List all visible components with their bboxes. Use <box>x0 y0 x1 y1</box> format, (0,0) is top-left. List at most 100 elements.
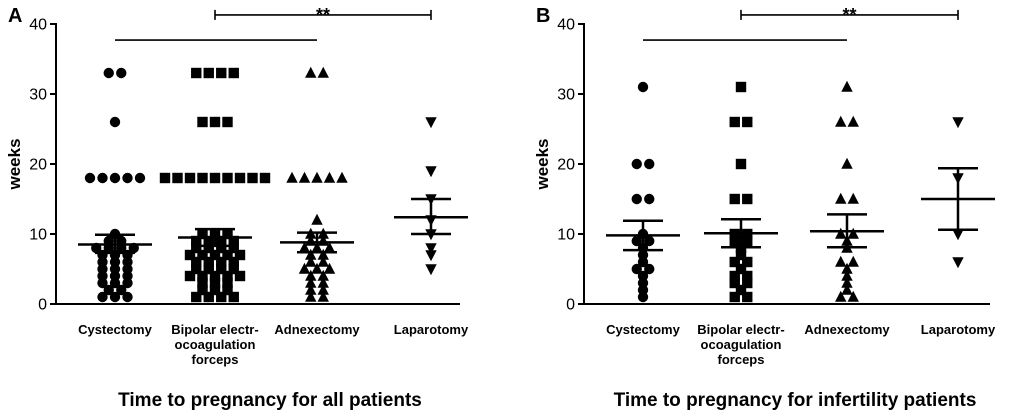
data-point <box>197 284 208 296</box>
data-point <box>631 263 642 275</box>
data-point <box>84 172 96 184</box>
x-category-label: forceps <box>192 352 239 367</box>
data-point <box>317 269 329 281</box>
data-point <box>841 283 853 295</box>
significance-label: ** <box>842 5 856 25</box>
data-point <box>209 172 221 184</box>
data-point <box>298 262 311 274</box>
data-point <box>298 171 311 183</box>
data-point <box>742 193 753 205</box>
data-point <box>159 172 171 184</box>
y-tick-label: 20 <box>29 157 47 174</box>
data-point <box>735 158 747 170</box>
data-point <box>425 250 437 262</box>
data-point <box>742 116 753 128</box>
x-category-label: Bipolar electr- <box>171 322 258 337</box>
data-point <box>631 158 642 170</box>
data-point <box>103 284 114 296</box>
data-point <box>234 172 246 184</box>
data-point <box>222 116 233 128</box>
data-point <box>103 67 114 79</box>
data-point <box>216 291 227 303</box>
data-point <box>305 283 317 295</box>
data-point <box>835 227 847 239</box>
data-point <box>311 171 323 183</box>
data-point <box>122 291 133 303</box>
data-point <box>97 291 108 303</box>
data-point <box>637 81 649 93</box>
data-point <box>323 171 336 183</box>
data-point <box>197 249 208 261</box>
data-point <box>847 115 859 127</box>
data-point <box>317 290 329 302</box>
data-point <box>216 256 227 268</box>
data-point <box>184 172 196 184</box>
data-point <box>742 270 753 282</box>
data-point <box>203 242 214 254</box>
data-point <box>841 276 853 288</box>
data-point <box>644 235 655 247</box>
data-point <box>637 270 649 282</box>
x-category-label: ocoagulation <box>701 337 782 352</box>
data-point <box>247 172 258 184</box>
panel-b: B 0 10 20 30 40 weeks Cystectomy Bipolar electr-… <box>533 5 996 411</box>
data-point <box>425 166 437 178</box>
data-point <box>317 66 329 78</box>
data-point <box>228 256 239 268</box>
data-point <box>222 284 233 296</box>
data-point <box>425 243 437 255</box>
data-point <box>216 67 227 79</box>
data-point <box>305 269 317 281</box>
data-point <box>122 172 133 184</box>
data-point <box>216 263 227 275</box>
y-tick-label: 30 <box>557 87 575 104</box>
data-point <box>952 229 964 241</box>
data-point <box>305 248 317 260</box>
y-axis-label: weeks <box>5 138 24 190</box>
y-tick-label: 20 <box>557 157 575 174</box>
y-tick-label: 10 <box>29 227 47 244</box>
data-point <box>203 67 214 79</box>
data-point <box>286 171 298 183</box>
data-point <box>952 117 964 129</box>
panel-letter: B <box>536 5 550 27</box>
data-point <box>216 235 227 247</box>
data-point <box>311 262 323 274</box>
data-point <box>197 116 208 128</box>
data-point <box>184 270 196 282</box>
data-point <box>97 172 108 184</box>
data-point <box>742 277 753 289</box>
data-point <box>216 242 227 254</box>
data-point <box>209 284 221 296</box>
data-point <box>841 80 853 92</box>
data-point <box>631 193 642 205</box>
data-point <box>197 277 208 289</box>
data-point <box>209 249 221 261</box>
data-point <box>191 291 202 303</box>
data-point <box>222 249 233 261</box>
data-point <box>311 213 323 225</box>
data-point <box>203 291 214 303</box>
data-point <box>228 242 239 254</box>
data-point <box>191 235 202 247</box>
data-point <box>735 263 747 275</box>
data-point <box>323 262 336 274</box>
data-point <box>952 257 964 269</box>
data-point <box>729 256 740 268</box>
data-point <box>317 283 329 295</box>
x-category-label: Cystectomy <box>78 322 152 337</box>
data-point <box>835 192 847 204</box>
data-point <box>835 290 847 302</box>
data-point <box>222 270 233 282</box>
x-category-label: Adnexectomy <box>274 322 360 337</box>
data-point <box>234 249 246 261</box>
data-point <box>847 227 859 239</box>
x-category-label: Laparotomy <box>394 322 469 337</box>
data-point <box>222 277 233 289</box>
data-point <box>729 270 740 282</box>
data-point <box>197 270 208 282</box>
data-point <box>841 269 853 281</box>
y-axis-label: weeks <box>533 138 552 190</box>
chart-title: Time to pregnancy for infertility patien… <box>614 390 977 411</box>
data-point <box>209 277 221 289</box>
